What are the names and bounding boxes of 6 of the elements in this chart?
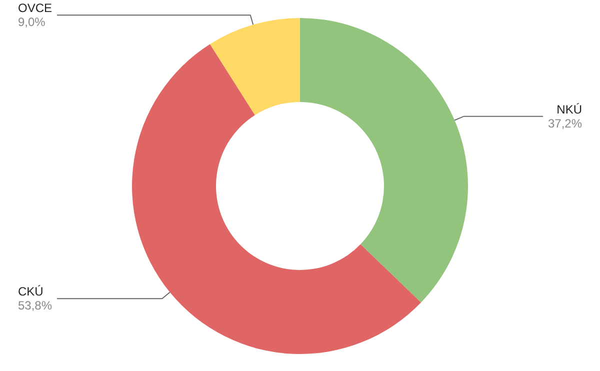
- data-label: 37,2%: [548, 116, 582, 130]
- slice-label: NKÚ: [556, 102, 582, 116]
- slice-label: OVCE: [18, 1, 52, 16]
- slice-label: CKÚ: [18, 284, 44, 299]
- data-label: 53,8%: [18, 298, 52, 313]
- data-label: 9,0%: [18, 15, 46, 30]
